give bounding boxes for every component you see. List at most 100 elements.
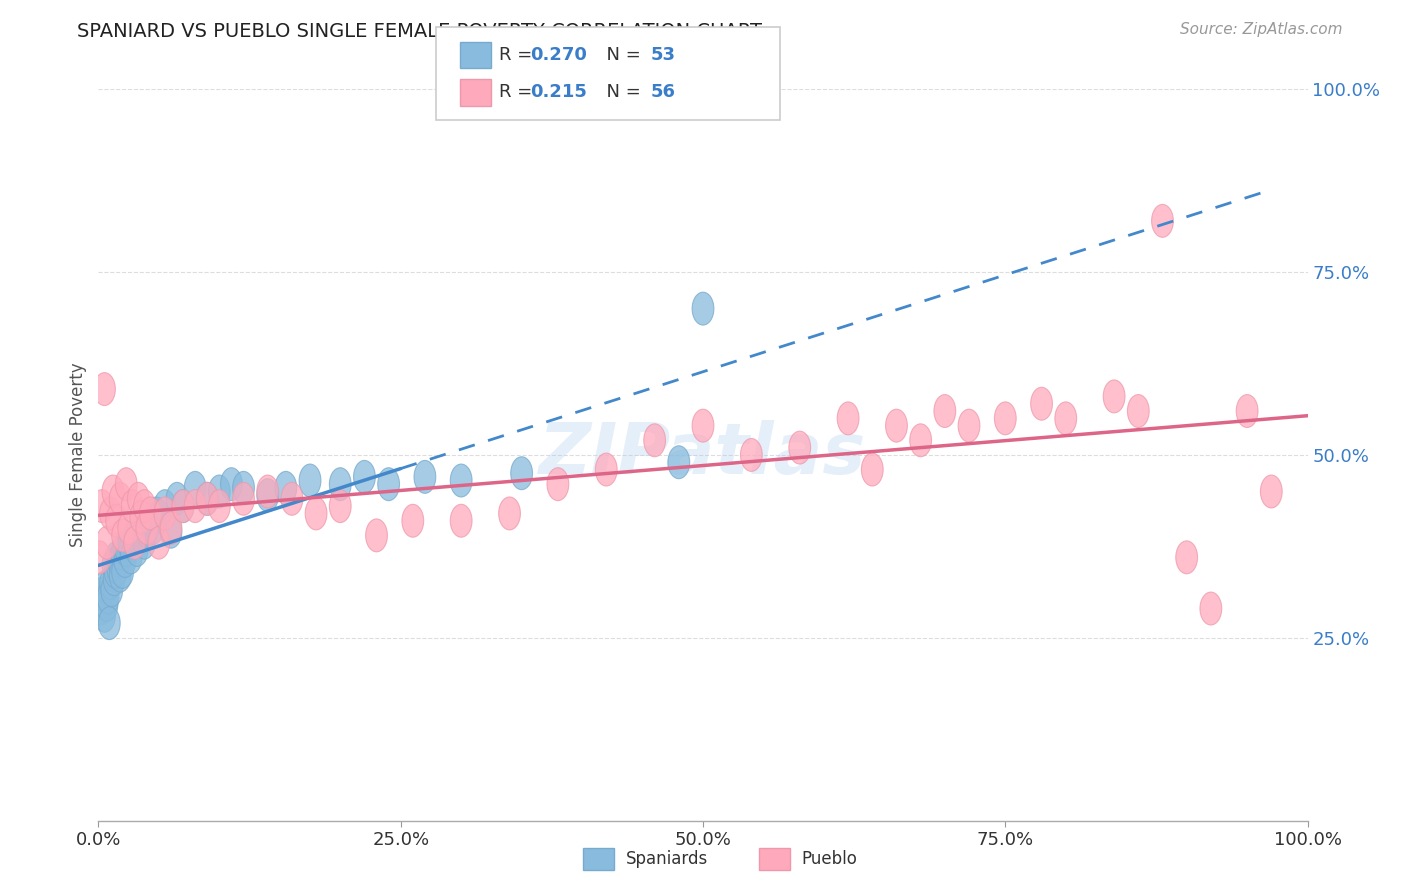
Text: 0.215: 0.215 bbox=[530, 83, 586, 101]
Ellipse shape bbox=[118, 512, 139, 544]
Ellipse shape bbox=[121, 490, 143, 523]
Ellipse shape bbox=[110, 559, 131, 592]
Ellipse shape bbox=[90, 592, 111, 625]
Ellipse shape bbox=[107, 552, 129, 585]
Ellipse shape bbox=[111, 519, 134, 552]
Ellipse shape bbox=[692, 409, 714, 442]
Text: R =: R = bbox=[499, 83, 538, 101]
Ellipse shape bbox=[1128, 394, 1149, 427]
Ellipse shape bbox=[103, 549, 124, 581]
Ellipse shape bbox=[89, 541, 111, 574]
Ellipse shape bbox=[148, 500, 170, 533]
Ellipse shape bbox=[96, 526, 118, 559]
Ellipse shape bbox=[160, 516, 181, 549]
Text: Source: ZipAtlas.com: Source: ZipAtlas.com bbox=[1180, 22, 1343, 37]
Ellipse shape bbox=[103, 475, 124, 508]
Ellipse shape bbox=[139, 504, 162, 537]
Ellipse shape bbox=[124, 526, 146, 559]
Ellipse shape bbox=[197, 483, 218, 516]
Ellipse shape bbox=[114, 544, 136, 577]
Ellipse shape bbox=[118, 526, 139, 559]
Ellipse shape bbox=[378, 467, 399, 500]
Ellipse shape bbox=[129, 512, 152, 544]
Ellipse shape bbox=[644, 424, 665, 457]
Ellipse shape bbox=[1236, 394, 1258, 427]
Ellipse shape bbox=[510, 457, 533, 490]
Ellipse shape bbox=[155, 497, 176, 530]
Ellipse shape bbox=[741, 439, 762, 471]
Ellipse shape bbox=[547, 467, 569, 500]
Ellipse shape bbox=[1199, 592, 1222, 625]
Text: N =: N = bbox=[595, 46, 647, 64]
Ellipse shape bbox=[450, 504, 472, 537]
Ellipse shape bbox=[172, 490, 194, 523]
Ellipse shape bbox=[127, 533, 148, 566]
Ellipse shape bbox=[281, 483, 302, 516]
Ellipse shape bbox=[136, 512, 157, 544]
Ellipse shape bbox=[208, 490, 231, 523]
Ellipse shape bbox=[103, 563, 125, 596]
Ellipse shape bbox=[299, 464, 321, 497]
Ellipse shape bbox=[305, 497, 328, 530]
Ellipse shape bbox=[142, 512, 163, 544]
Ellipse shape bbox=[111, 537, 132, 570]
Ellipse shape bbox=[257, 475, 278, 508]
Ellipse shape bbox=[96, 589, 118, 622]
Ellipse shape bbox=[197, 483, 218, 516]
Ellipse shape bbox=[160, 512, 181, 544]
Ellipse shape bbox=[110, 483, 131, 516]
Ellipse shape bbox=[232, 471, 254, 504]
Ellipse shape bbox=[1104, 380, 1125, 413]
Ellipse shape bbox=[276, 471, 297, 504]
Ellipse shape bbox=[166, 483, 188, 516]
Ellipse shape bbox=[257, 479, 278, 512]
Ellipse shape bbox=[136, 516, 157, 549]
Ellipse shape bbox=[94, 373, 115, 406]
Ellipse shape bbox=[789, 431, 811, 464]
Ellipse shape bbox=[184, 490, 207, 523]
Ellipse shape bbox=[115, 467, 138, 500]
Ellipse shape bbox=[128, 483, 149, 516]
Ellipse shape bbox=[101, 574, 122, 607]
Text: 0.270: 0.270 bbox=[530, 46, 586, 64]
Ellipse shape bbox=[1175, 541, 1198, 574]
Text: 53: 53 bbox=[651, 46, 676, 64]
Ellipse shape bbox=[184, 471, 207, 504]
Ellipse shape bbox=[934, 394, 956, 427]
Ellipse shape bbox=[115, 533, 138, 566]
Ellipse shape bbox=[353, 460, 375, 493]
Ellipse shape bbox=[366, 519, 388, 552]
Ellipse shape bbox=[499, 497, 520, 530]
Text: N =: N = bbox=[595, 83, 647, 101]
Ellipse shape bbox=[111, 556, 134, 589]
Ellipse shape bbox=[692, 293, 714, 325]
Ellipse shape bbox=[413, 460, 436, 493]
Ellipse shape bbox=[94, 599, 115, 632]
Ellipse shape bbox=[104, 556, 127, 589]
Ellipse shape bbox=[148, 526, 170, 559]
Ellipse shape bbox=[134, 490, 155, 523]
Ellipse shape bbox=[1031, 387, 1053, 420]
Text: Pueblo: Pueblo bbox=[801, 850, 858, 868]
Ellipse shape bbox=[139, 497, 162, 530]
Ellipse shape bbox=[120, 541, 142, 574]
Ellipse shape bbox=[172, 490, 194, 523]
Ellipse shape bbox=[105, 541, 128, 574]
Text: R =: R = bbox=[499, 46, 538, 64]
Ellipse shape bbox=[1152, 204, 1174, 237]
Text: SPANIARD VS PUEBLO SINGLE FEMALE POVERTY CORRELATION CHART: SPANIARD VS PUEBLO SINGLE FEMALE POVERTY… bbox=[77, 22, 762, 41]
Text: 56: 56 bbox=[651, 83, 676, 101]
Y-axis label: Single Female Poverty: Single Female Poverty bbox=[69, 363, 87, 547]
Ellipse shape bbox=[108, 544, 129, 577]
Text: Spaniards: Spaniards bbox=[626, 850, 707, 868]
Ellipse shape bbox=[98, 607, 120, 640]
Ellipse shape bbox=[329, 467, 352, 500]
Ellipse shape bbox=[910, 424, 932, 457]
Ellipse shape bbox=[146, 497, 167, 530]
Ellipse shape bbox=[329, 490, 352, 523]
Ellipse shape bbox=[97, 581, 120, 614]
Ellipse shape bbox=[112, 530, 135, 563]
Ellipse shape bbox=[124, 519, 146, 552]
Ellipse shape bbox=[957, 409, 980, 442]
Ellipse shape bbox=[100, 497, 121, 530]
